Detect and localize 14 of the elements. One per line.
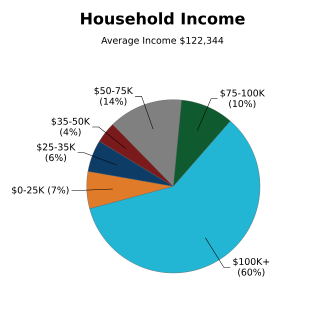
slice-label: $0-25K (12, 186, 45, 195)
data-label: (6%) (46, 154, 66, 162)
chart-subtitle: Average Income $122,344 (101, 36, 224, 46)
data-label: (14%) (100, 98, 126, 106)
data-label: (10%) (229, 100, 256, 108)
data-label: (7%) (48, 186, 69, 195)
chart-title: Household Income (81, 12, 245, 25)
slice-label: $35-50K (52, 118, 90, 126)
slice-label: $50-75K (94, 86, 134, 96)
slice-label: $25-35K (37, 143, 76, 152)
data-label: (4%) (60, 128, 81, 136)
data-label: (60%) (238, 268, 264, 277)
slice-label: $75-100K (220, 89, 265, 98)
slice-label: $100K+ (233, 258, 270, 266)
